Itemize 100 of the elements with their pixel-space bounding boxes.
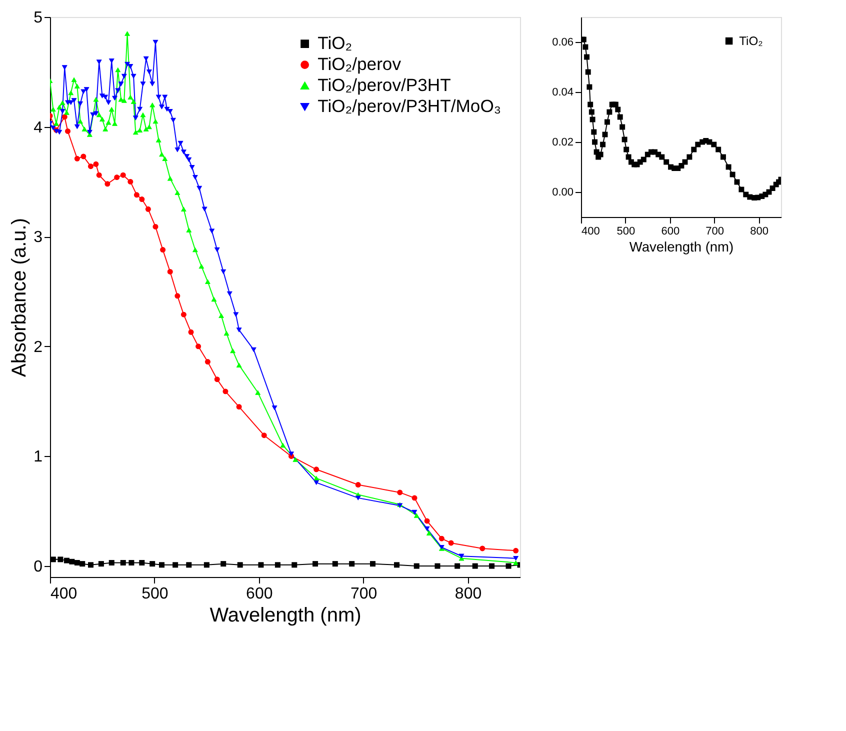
point (480, 546, 486, 552)
point (167, 176, 173, 181)
point (412, 495, 418, 501)
y-tick-label: 3 (34, 229, 43, 246)
point (128, 560, 134, 566)
point (180, 312, 186, 318)
point (204, 359, 210, 365)
point (180, 206, 186, 212)
point (472, 563, 478, 569)
point (261, 432, 267, 438)
point (434, 563, 440, 569)
point (130, 99, 136, 104)
point (506, 563, 512, 569)
point (104, 181, 110, 187)
point (274, 562, 280, 568)
point (214, 376, 220, 382)
point (174, 293, 180, 299)
point (80, 154, 86, 160)
point (98, 561, 104, 567)
point (82, 126, 88, 132)
y-tick-label: 4 (34, 119, 43, 136)
point (96, 112, 102, 118)
y-tick-label: 0.06 (552, 36, 574, 48)
point (280, 442, 286, 448)
y-tick-label: 5 (34, 10, 43, 26)
x-tick-label: 600 (661, 226, 680, 238)
point (134, 192, 140, 198)
point (114, 174, 120, 180)
point (128, 94, 134, 100)
point (106, 120, 112, 125)
point (292, 457, 298, 462)
x-tick-label: 400 (50, 586, 78, 602)
y-tick-label: 0.04 (552, 86, 574, 98)
point (139, 196, 145, 202)
x-tick-label: 400 (582, 226, 600, 238)
point (143, 126, 149, 132)
legend-label: TiO₂/perov (318, 54, 402, 74)
point (394, 562, 400, 568)
legend-label: TiO₂ (318, 32, 352, 53)
legend-label: TiO₂ (739, 34, 764, 48)
point (60, 100, 66, 106)
point (312, 561, 318, 567)
point (220, 561, 226, 567)
point (137, 128, 143, 132)
point (204, 562, 210, 568)
point (80, 561, 86, 567)
point (74, 84, 80, 89)
y-axis-title: Absorbance (a.u.) (8, 218, 31, 377)
x-tick-label: 500 (616, 226, 636, 238)
point (196, 344, 202, 350)
point (74, 156, 80, 162)
point (78, 118, 84, 124)
point (124, 31, 130, 36)
point (192, 247, 198, 252)
point (236, 362, 242, 368)
y-tick-label: 0 (34, 558, 43, 576)
point (93, 161, 99, 167)
point (162, 156, 168, 162)
point (198, 264, 204, 269)
point (108, 106, 114, 112)
point (64, 558, 70, 564)
point (355, 482, 361, 488)
point (454, 563, 460, 569)
point (68, 90, 74, 96)
point (222, 388, 228, 394)
point (159, 152, 164, 157)
point (96, 172, 102, 178)
point (74, 560, 80, 566)
point (62, 114, 68, 120)
point (88, 164, 94, 170)
point (50, 106, 56, 112)
point (438, 536, 444, 542)
point (150, 102, 156, 108)
point (115, 67, 121, 72)
x-tick-label: 700 (350, 586, 378, 602)
point (188, 329, 194, 335)
point (258, 562, 264, 568)
point (88, 562, 94, 568)
point (71, 77, 77, 82)
point (128, 178, 134, 184)
y-tick-label: 0.02 (552, 136, 574, 148)
point (224, 330, 230, 336)
x-axis-title: Wavelength (nm) (629, 240, 734, 254)
point (314, 466, 320, 472)
y-tick-label: 2 (34, 338, 43, 356)
point (56, 104, 62, 110)
point (186, 228, 192, 232)
point (102, 126, 108, 132)
point (218, 313, 224, 318)
x-tick-label: 800 (454, 586, 482, 602)
point (150, 561, 156, 567)
point (156, 138, 162, 142)
point (108, 560, 114, 566)
point (112, 121, 118, 126)
point (424, 518, 430, 524)
point (139, 560, 145, 566)
point (237, 562, 243, 568)
point (349, 561, 355, 567)
point (513, 548, 519, 554)
point (121, 98, 127, 103)
